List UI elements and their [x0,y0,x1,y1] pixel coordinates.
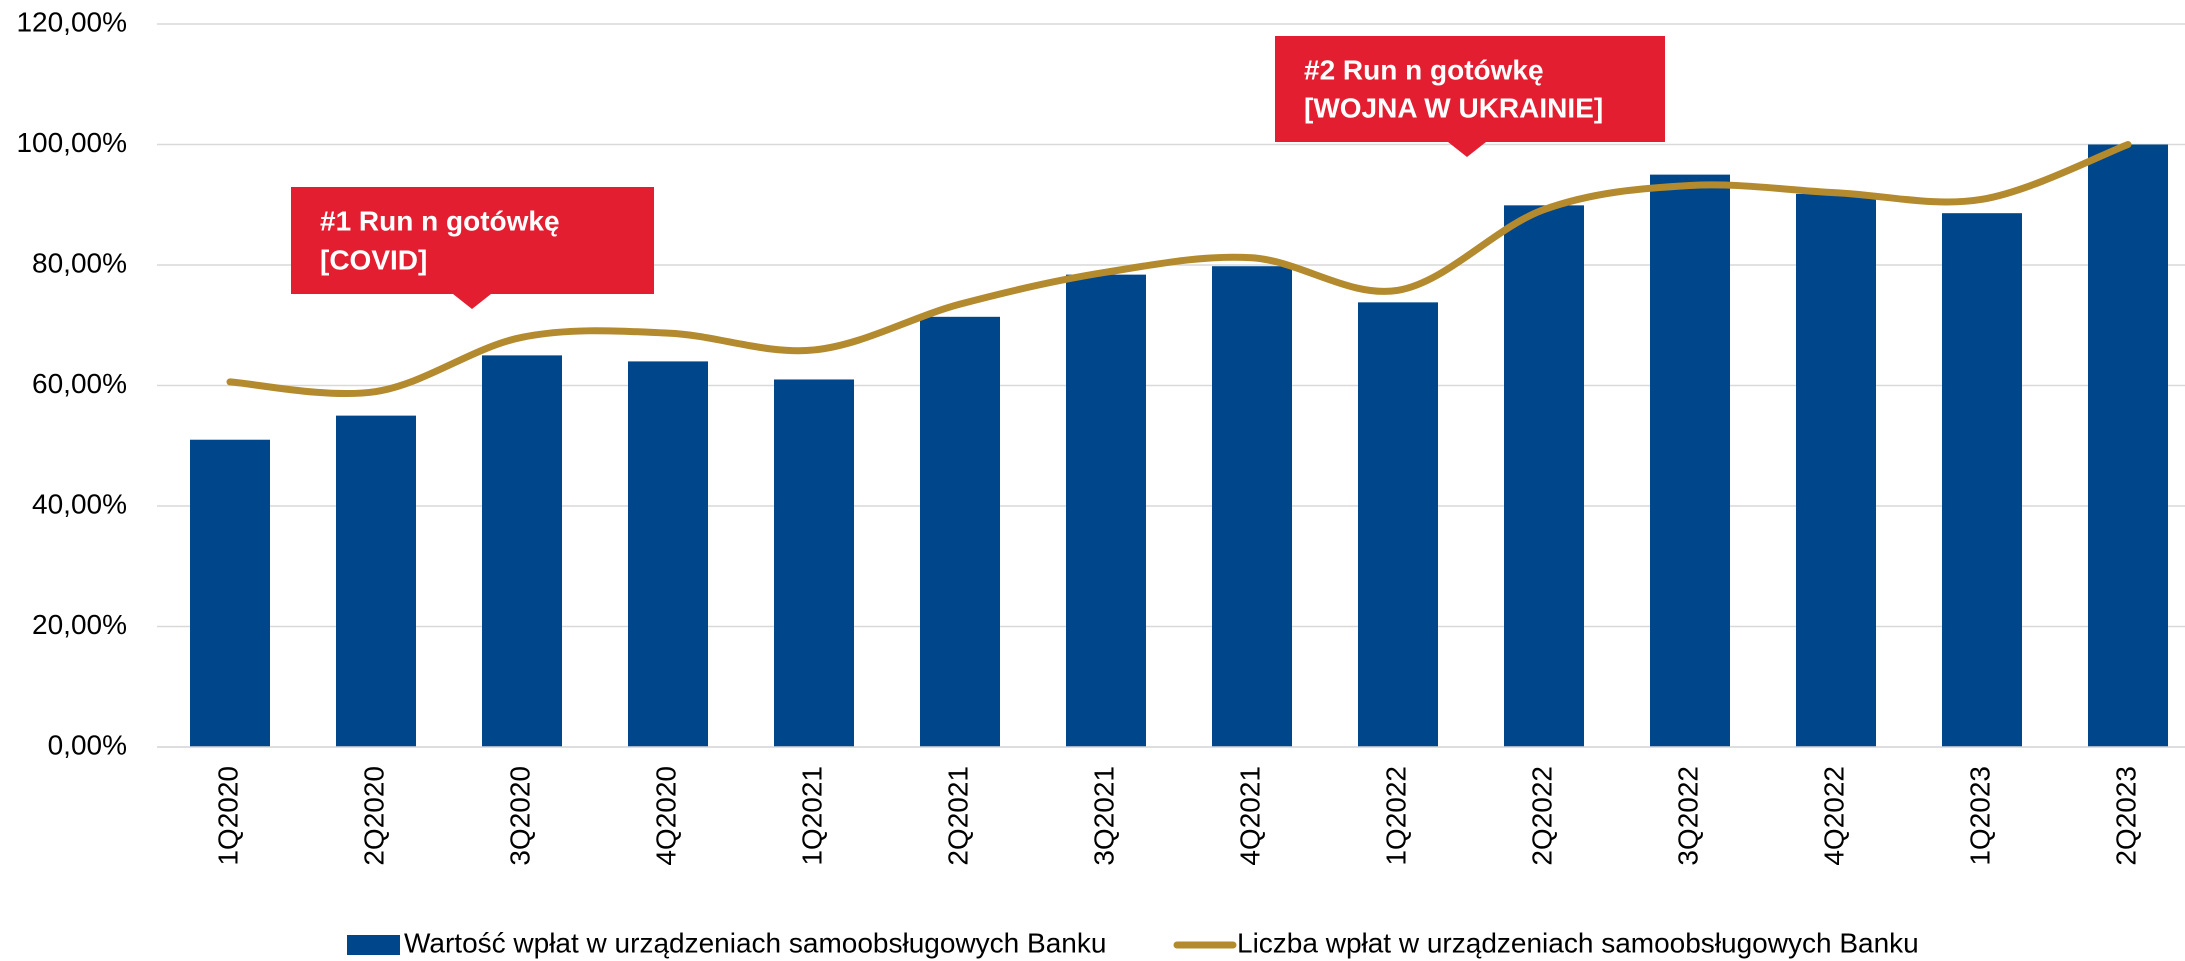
bar [1650,174,1730,747]
x-tick-label: 2Q2020 [358,766,389,866]
bar [1796,193,1876,747]
x-tick-label: 1Q2020 [212,766,243,866]
legend-swatch [347,935,400,955]
bar [920,316,1000,747]
y-tick-label: 40,00% [32,488,127,519]
y-tick-label: 0,00% [48,729,127,760]
x-tick-label: 4Q2020 [650,766,681,866]
bar [1358,302,1438,747]
y-tick-label: 80,00% [32,247,127,278]
legend-label: Wartość wpłat w urządzeniach samoobsługo… [404,927,1106,958]
annotation: #2 Run n gotówkę [1304,54,1544,85]
y-tick-label: 120,00% [16,6,127,37]
x-tick-label: 2Q2022 [1526,766,1557,866]
bar [482,355,562,747]
bar [1066,274,1146,747]
annotation: [WOJNA W UKRAINIE] [1304,92,1603,123]
bar [1212,266,1292,747]
x-tick-label: 1Q2021 [796,766,827,866]
y-tick-label: 60,00% [32,368,127,399]
x-tick-label: 4Q2021 [1234,766,1265,866]
bar [628,361,708,747]
callout-box [1275,36,1665,157]
callout-box [291,187,654,309]
x-tick-label: 1Q2023 [1964,766,1995,866]
bar [1942,213,2022,747]
x-tick-label: 4Q2022 [1818,766,1849,866]
line [226,141,2132,397]
bar [2088,144,2168,747]
x-tick-label: 3Q2020 [504,766,535,866]
x-tick-label: 2Q2023 [2110,766,2141,866]
x-tick-label: 2Q2021 [942,766,973,866]
bar [1504,205,1584,748]
bar [336,415,416,747]
y-tick-label: 20,00% [32,609,127,640]
y-tick-label: 100,00% [16,127,127,158]
legend-label: Liczba wpłat w urządzeniach samoobsługow… [1237,927,1919,958]
x-tick-label: 3Q2022 [1672,766,1703,866]
annotation: [COVID] [320,244,427,275]
x-tick-label: 1Q2022 [1380,766,1411,866]
bar [190,439,270,747]
x-tick-label: 3Q2021 [1088,766,1119,866]
annotation: #1 Run n gotówkę [320,205,560,236]
bar [774,379,854,747]
